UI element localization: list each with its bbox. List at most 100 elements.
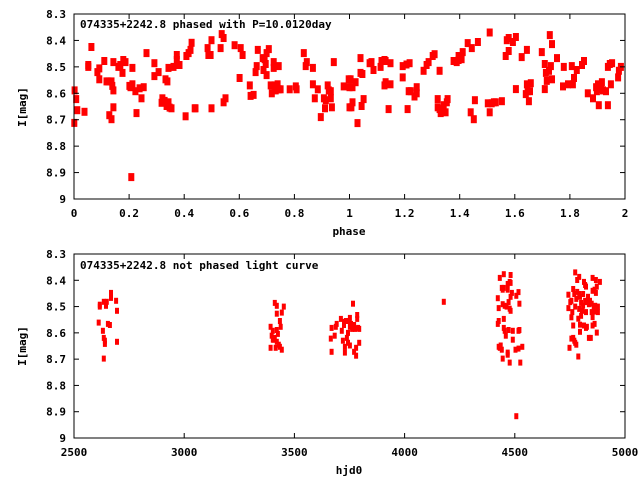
- observation-data-point: [573, 269, 578, 276]
- observation-data-point: [508, 293, 513, 300]
- observation-data-point: [507, 359, 512, 366]
- observation-data-point: [594, 283, 599, 290]
- observation-data-point: [516, 345, 521, 352]
- data-points: [96, 269, 602, 420]
- observation-data-point: [274, 338, 279, 345]
- phased-data-point: [549, 40, 555, 49]
- phased-data-point: [549, 75, 555, 84]
- phased-data-point: [173, 51, 180, 59]
- observation-data-point: [517, 327, 522, 333]
- phased-data-point: [436, 66, 443, 75]
- phased-data-point: [270, 58, 277, 67]
- observation-data-point: [342, 343, 347, 350]
- phased-data-point: [470, 115, 477, 124]
- observation-data-point: [277, 318, 282, 324]
- phased-data-point: [348, 103, 355, 112]
- phased-data-point: [182, 112, 189, 121]
- phased-data-point: [108, 77, 115, 86]
- x-tick-label: 1.8: [560, 207, 580, 220]
- observation-data-point: [510, 327, 515, 334]
- unphased-light-curve-plot: 074335+2242.8 not phased light curve hjd…: [16, 248, 638, 477]
- observation-data-point: [279, 309, 284, 316]
- phased-data-point: [165, 98, 172, 107]
- phased-data-point: [322, 104, 328, 113]
- observation-data-point: [109, 294, 113, 301]
- x-tick-label: 1.2: [395, 207, 415, 220]
- observation-data-point: [506, 299, 511, 306]
- x-axis-label: hjd0: [336, 464, 363, 477]
- x-tick-label: 4000: [391, 446, 418, 459]
- phased-data-point: [584, 89, 591, 98]
- x-tick-label: 0.6: [229, 207, 249, 220]
- observation-data-point: [499, 346, 504, 353]
- observation-data-point: [495, 295, 500, 302]
- phased-data-point: [502, 52, 509, 60]
- phased-data-point: [399, 62, 406, 71]
- observation-data-point: [96, 319, 101, 326]
- phased-data-point: [81, 107, 88, 116]
- phased-data-point: [300, 49, 307, 58]
- x-tick-label: 3000: [171, 446, 198, 459]
- observation-data-point: [274, 302, 279, 309]
- observation-data-point: [567, 344, 572, 351]
- observation-data-point: [574, 341, 579, 348]
- observation-data-point: [517, 300, 522, 307]
- phased-data-point: [387, 59, 394, 68]
- observation-data-point: [586, 301, 591, 308]
- observation-data-point: [566, 305, 571, 312]
- x-tick-label: 1: [346, 207, 353, 220]
- phased-data-point: [437, 109, 444, 118]
- phased-data-point: [486, 108, 493, 117]
- phased-data-point: [128, 173, 135, 182]
- observation-data-point: [586, 293, 590, 300]
- phased-data-point: [105, 77, 112, 86]
- phased-data-point: [467, 108, 474, 117]
- phased-data-point: [571, 74, 577, 82]
- phased-data-point: [573, 66, 580, 74]
- phased-data-point: [505, 34, 512, 42]
- phased-data-point: [74, 106, 81, 115]
- x-tick-label: 0.4: [174, 207, 194, 220]
- observation-data-point: [350, 325, 355, 332]
- observation-data-point: [332, 332, 337, 339]
- observation-data-point: [274, 310, 279, 317]
- observation-data-point: [496, 318, 501, 324]
- phased-data-point: [268, 89, 275, 98]
- observation-data-point: [597, 278, 602, 285]
- phased-data-point: [317, 113, 324, 122]
- y-tick-label: 8.5: [46, 61, 66, 74]
- observation-data-point: [508, 272, 513, 278]
- observation-data-point: [580, 307, 584, 314]
- phased-data-point: [96, 75, 103, 84]
- phased-data-point: [328, 103, 335, 112]
- observation-data-point: [268, 344, 273, 351]
- y-tick-label: 8.3: [46, 248, 66, 261]
- observation-data-point: [582, 278, 586, 285]
- phased-data-point: [459, 48, 466, 57]
- phased-data-point: [347, 75, 354, 84]
- phased-data-point: [512, 85, 519, 94]
- observation-data-point: [354, 352, 359, 359]
- observation-data-point: [102, 340, 107, 347]
- phased-data-point: [309, 63, 316, 72]
- phased-data-point: [542, 68, 549, 77]
- phased-data-point: [546, 66, 552, 75]
- observation-data-point: [571, 286, 576, 292]
- observation-data-point: [498, 342, 503, 349]
- phased-data-point: [143, 49, 150, 58]
- phased-data-point: [377, 62, 384, 71]
- phased-data-point: [484, 99, 491, 108]
- observation-data-point: [506, 327, 511, 333]
- observation-data-point: [347, 314, 352, 321]
- observation-data-point: [518, 359, 523, 366]
- observation-data-point: [274, 327, 279, 333]
- observation-data-point: [503, 332, 508, 339]
- phased-data-point: [129, 80, 136, 89]
- observation-data-point: [269, 332, 274, 339]
- phased-data-point: [270, 63, 277, 72]
- phased-data-point: [119, 68, 126, 77]
- phased-data-point: [222, 94, 229, 103]
- observation-data-point: [574, 295, 579, 302]
- observation-data-point: [578, 328, 582, 335]
- phased-data-point: [277, 85, 284, 94]
